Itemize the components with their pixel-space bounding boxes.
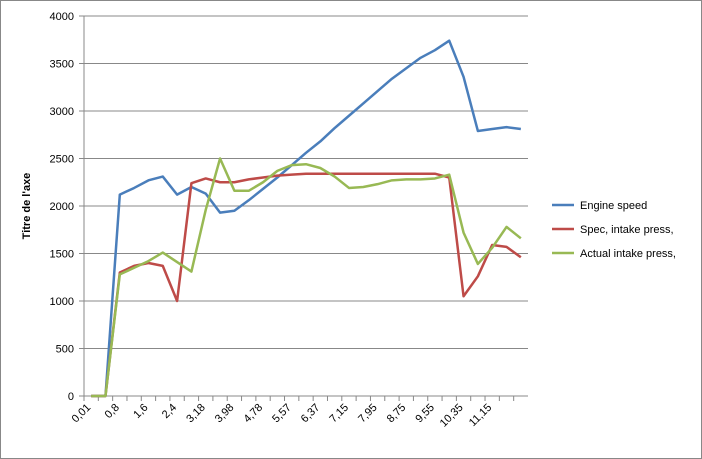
y-tick-label: 3500 [50,59,74,71]
y-tick-label: 2000 [50,201,74,213]
y-tick-label: 3000 [50,106,74,118]
y-tick-label: 500 [56,344,74,356]
series-line [91,39,522,398]
y-tick-label: 1000 [50,296,74,308]
legend-label: Engine speed [580,200,647,212]
y-tick-label: 0 [68,391,74,403]
y-tick-label: 2500 [50,154,74,166]
y-axis-title: Titre de l'axe [21,173,33,240]
legend-label: Spec, intake press, [580,224,674,236]
legend-label: Actual intake press, [580,248,676,260]
series-line [91,157,522,398]
y-tick-label: 4000 [50,11,74,23]
y-tick-label: 1500 [50,249,74,261]
